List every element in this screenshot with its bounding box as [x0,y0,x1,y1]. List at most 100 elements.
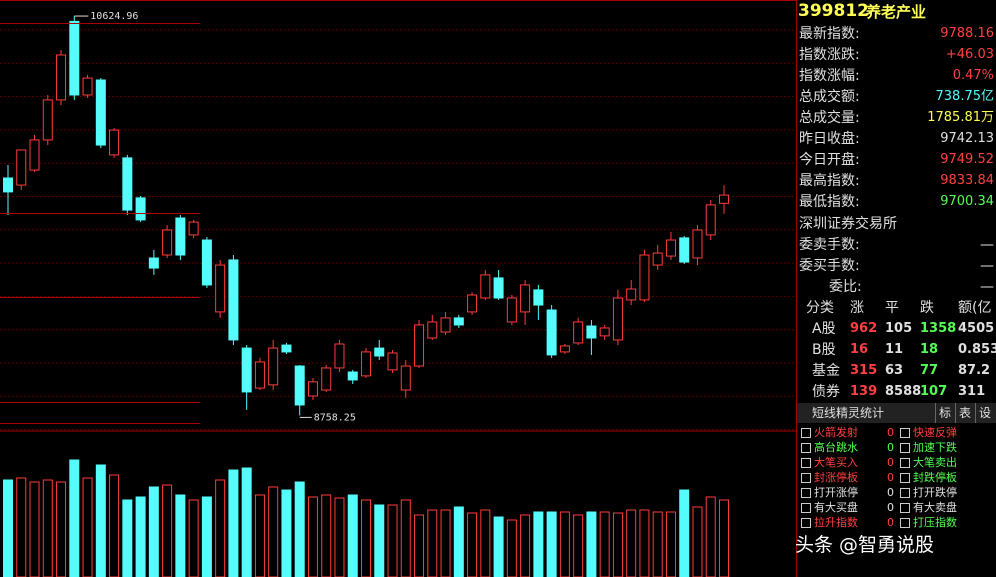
candle-body [228,259,239,341]
volume-bar [29,481,40,577]
volume-bar [467,512,478,577]
candle-body [3,177,13,193]
candle-body [95,79,106,146]
table-cell: 11 [885,342,904,357]
checkbox [801,458,811,468]
order-label: 委比: [829,279,862,295]
hr [0,402,200,403]
candle-body [692,229,703,259]
candle-body [321,367,332,391]
checkbox [801,488,811,498]
spirit-button: 表 [955,403,971,423]
candle-body [520,284,531,313]
order-value: — [980,258,994,274]
volume-bar [506,519,517,577]
volume-bar [69,459,80,577]
quote-value: 9749.52 [940,152,994,167]
hr [0,423,200,424]
spirit-count: 0 [887,456,894,469]
info-panel [796,0,996,577]
candle-body [201,239,212,286]
volume-bar [599,511,610,577]
quote-label: 指数涨跌: [799,47,860,63]
watermark: 头条 @智勇说股 [795,534,935,556]
candle-body [175,217,186,256]
candle-body [29,139,40,171]
candle-body [16,149,27,186]
volume-bar [361,499,371,577]
table-header: 跌 [920,300,934,316]
spirit-count: 0 [887,471,894,484]
volume-bar [427,509,438,577]
candle-body [506,297,517,323]
volume-bar [692,506,703,577]
spirit-label: 大笔买入 [814,456,858,469]
exchange: 深圳证券交易所 [799,216,897,232]
volume-bar [493,516,504,577]
table-cell: 8588 [885,384,922,399]
candle-body [334,343,345,369]
volume-bar [546,511,557,577]
candle-body [241,347,252,393]
quote-label: 今日开盘: [799,152,860,168]
quote-label: 总成交量: [799,110,860,126]
spirit-count: 0 [887,426,894,439]
candle-body [440,317,451,333]
volume-bar [480,509,491,577]
table-cell: 77 [920,363,939,378]
order-label: 委卖手数: [799,237,860,253]
hr [0,297,200,298]
hr [0,23,200,24]
spirit-label: 打开跌停 [913,486,957,499]
volume-bar [56,481,67,577]
table-cell: 87.2 [958,363,991,378]
quote-label: 总成交额: [799,89,860,105]
quote-value: 9833.84 [940,173,994,188]
checkbox [900,428,910,438]
volume-bar [135,496,146,577]
volume-bar [612,512,623,577]
volume-bar [639,509,650,577]
volume-bar [162,484,173,577]
quote-value: 9700.34 [940,194,994,209]
candle-body [400,365,411,391]
volume-bar [705,496,716,577]
spirit-label: 打压指数 [913,516,957,529]
spirit-label: 拉升指数 [814,516,858,529]
table-cell: 4505 [958,321,995,336]
candle-body [453,317,464,326]
candle-body [493,277,504,299]
table-cell: 18 [920,342,939,357]
candle-body [162,229,173,256]
candle-body [215,264,226,313]
checkbox [801,503,811,513]
quote-value: 9788.16 [940,26,994,41]
table-header: 涨 [850,300,864,316]
candle-body [387,352,398,371]
candle-body [42,99,53,141]
volume-bar [347,494,358,577]
candle-body [559,345,570,353]
quote-label: 最新指数: [799,26,860,42]
quote-value: 9742.13 [940,131,994,146]
candle-body [639,254,650,301]
table-cell: 债券 [812,384,840,400]
volume-bar [387,504,398,577]
volume-bar [148,486,159,577]
volume-bar [122,499,133,577]
candle-body [281,344,292,353]
volume-bar [82,477,93,577]
candle-body [347,371,358,381]
quote-label: 昨日收盘: [799,131,860,147]
table-cell: 139 [850,384,878,399]
volume-bar [16,477,27,577]
table-cell: 基金 [812,363,840,379]
volume-bar [559,511,570,577]
volume-bar [321,494,332,577]
candle-body [56,54,67,101]
volume-bar [400,499,411,577]
checkbox [801,518,811,528]
volume-bar [175,494,186,577]
volume-bar [201,496,212,577]
